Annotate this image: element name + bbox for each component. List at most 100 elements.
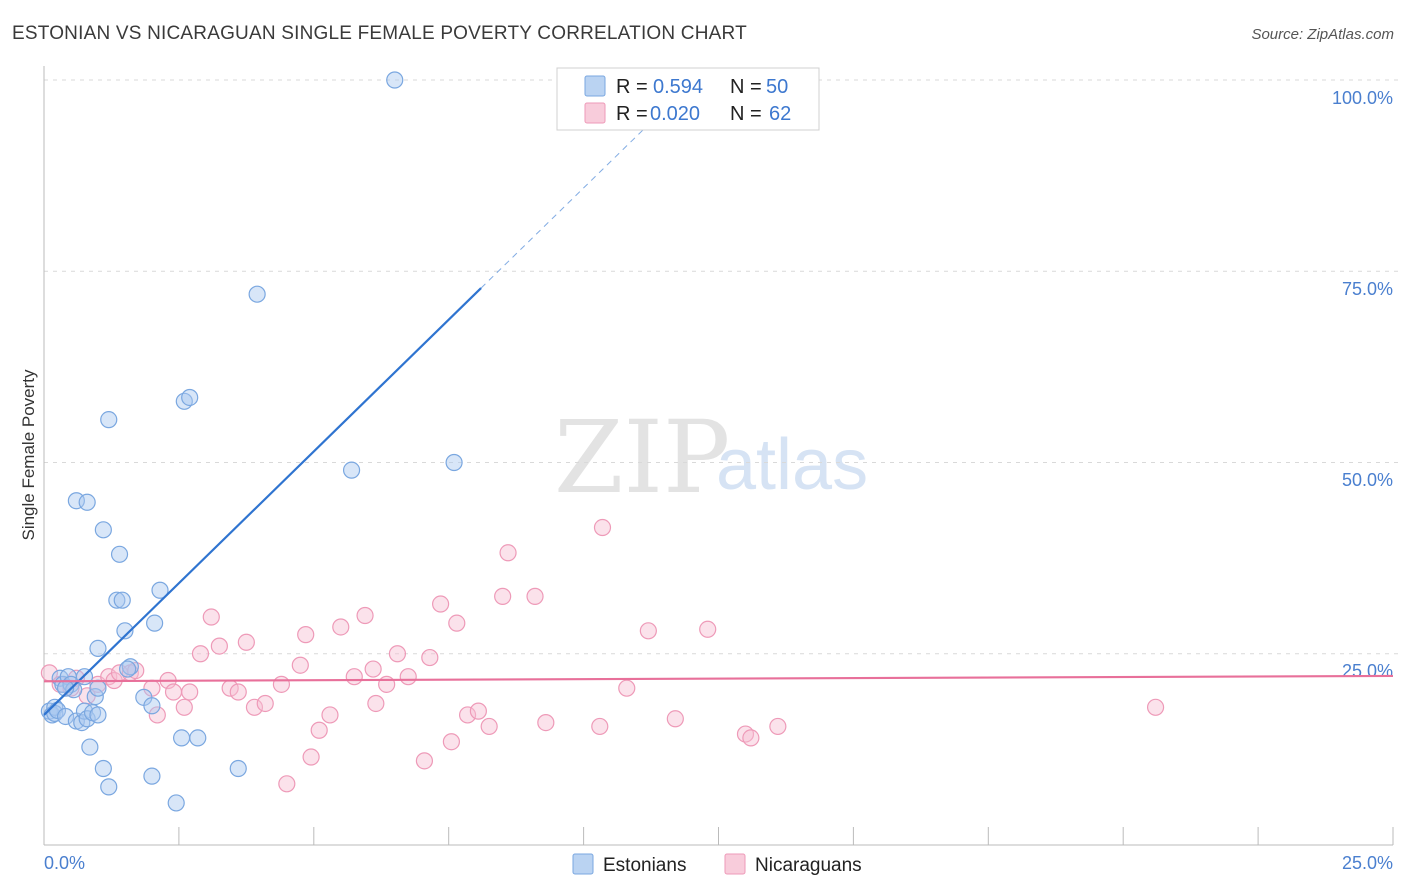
nicaraguan-point-36 — [367, 694, 385, 713]
nicaraguan-point-29 — [302, 748, 320, 766]
nicaraguan-point-54 — [618, 679, 636, 697]
estonians-r-label: R = — [616, 76, 648, 98]
y-tick-labels: 25.0% 50.0% 75.0% 100.0% — [1332, 88, 1393, 681]
estonian-point-23 — [94, 521, 112, 539]
x-tick-label-min: 0.0% — [44, 853, 85, 873]
nicaraguan-point-49 — [494, 587, 512, 605]
estonian-point-44 — [386, 71, 404, 89]
estonian-point-24 — [110, 545, 129, 563]
estonian-point-7 — [56, 707, 75, 726]
nicaraguan-point-18 — [202, 608, 220, 626]
estonian-point-40 — [189, 729, 207, 747]
y-axis-label: Single Female Poverty — [19, 369, 38, 541]
nicaraguan-point-15 — [175, 698, 193, 716]
estonian-point-39 — [181, 388, 199, 407]
estonian-point-26 — [108, 591, 126, 609]
estonian-point-25 — [116, 622, 134, 640]
estonian-point-42 — [248, 285, 266, 303]
nicaraguan-point-26 — [278, 775, 296, 793]
nicaraguan-point-42 — [432, 595, 450, 613]
nicaraguan-point-14 — [164, 683, 183, 701]
nicaraguan-point-19 — [210, 637, 228, 655]
nicaraguan-point-61 — [1146, 698, 1165, 716]
estonian-point-20 — [94, 759, 112, 778]
estonians-points — [40, 71, 463, 812]
estonian-point-28 — [67, 492, 85, 510]
nicaraguan-point-43 — [442, 733, 460, 751]
nicaraguan-point-30 — [310, 721, 328, 739]
y-tick-label-100: 100.0% — [1332, 88, 1393, 108]
nicaraguans-series-label: Nicaraguans — [755, 855, 862, 876]
estonian-point-41 — [229, 759, 247, 778]
estonian-point-15 — [81, 738, 99, 756]
y-tick-label-25: 25.0% — [1342, 661, 1393, 681]
nicaraguan-point-57 — [699, 620, 717, 638]
nicaraguan-point-46 — [469, 702, 487, 720]
estonians-trend-extension — [480, 108, 665, 289]
nicaraguan-point-39 — [399, 668, 417, 686]
estonian-point-32 — [143, 697, 161, 715]
nicaraguans-trend-line — [43, 674, 1394, 683]
watermark-atlas: atlas — [716, 425, 868, 505]
nicaraguans-n-value: 62 — [769, 103, 791, 125]
nicaraguan-point-34 — [356, 606, 374, 625]
y-tick-label-50: 50.0% — [1342, 470, 1393, 490]
nicaraguan-point-32 — [332, 618, 350, 636]
estonians-legend-swatch — [584, 75, 606, 97]
nicaraguan-point-17 — [191, 645, 210, 663]
gridlines — [44, 79, 1401, 655]
x-tick-label-max: 25.0% — [1342, 853, 1393, 873]
nicaraguan-point-27 — [291, 656, 309, 674]
nicaraguan-point-48 — [499, 544, 517, 562]
nicaraguan-point-59 — [742, 729, 760, 747]
nicaraguans-points — [40, 518, 1165, 793]
series-legend: Estonians Nicaraguans — [572, 853, 862, 876]
nicaraguan-point-23 — [245, 698, 264, 716]
nicaraguan-point-47 — [480, 717, 498, 736]
estonians-series-swatch — [572, 853, 594, 875]
estonians-series-label: Estonians — [603, 855, 686, 876]
trend-lines — [43, 108, 1394, 716]
estonian-point-18 — [89, 679, 107, 697]
nicaraguan-point-37 — [378, 675, 396, 693]
estonian-point-29 — [78, 493, 96, 511]
nicaraguan-point-44 — [448, 614, 466, 632]
nicaraguan-point-28 — [297, 626, 315, 644]
estonian-point-19 — [89, 639, 107, 657]
nicaraguan-point-41 — [421, 648, 439, 667]
estonians-trend-line — [43, 287, 482, 716]
x-axis-ticks — [178, 827, 1394, 845]
nicaraguan-point-60 — [769, 717, 787, 736]
estonian-point-21 — [100, 778, 118, 796]
nicaraguan-point-51 — [537, 713, 555, 732]
estonian-point-46 — [119, 660, 137, 678]
estonian-point-43 — [342, 461, 361, 479]
nicaraguans-series-swatch — [724, 853, 746, 875]
nicaraguan-point-22 — [237, 633, 255, 651]
estonian-point-37 — [172, 729, 191, 747]
estonian-point-33 — [143, 767, 161, 785]
estonian-point-34 — [146, 614, 164, 632]
estonian-point-22 — [100, 411, 118, 429]
nicaraguan-point-16 — [181, 683, 199, 701]
nicaraguan-point-56 — [666, 710, 684, 728]
nicaraguans-r-label: R = — [616, 103, 648, 125]
chart-title: ESTONIAN VS NICARAGUAN SINGLE FEMALE POV… — [12, 23, 747, 44]
nicaraguans-n-label: N = — [730, 103, 762, 125]
nicaraguan-point-50 — [526, 587, 544, 605]
nicaraguans-legend-swatch — [584, 102, 606, 124]
nicaraguan-point-31 — [321, 706, 339, 724]
nicaraguan-point-35 — [364, 660, 382, 678]
nicaraguan-point-55 — [639, 622, 657, 640]
estonians-n-label: N = — [730, 76, 762, 98]
estonian-point-30 — [121, 658, 139, 676]
y-tick-label-75: 75.0% — [1342, 279, 1393, 299]
estonians-r-value: 0.594 — [653, 76, 703, 98]
nicaraguan-point-21 — [229, 683, 247, 701]
estonian-point-27 — [113, 591, 131, 609]
nicaraguans-r-value: 0.020 — [650, 103, 700, 125]
nicaraguan-point-53 — [593, 518, 612, 537]
estonian-point-49 — [89, 706, 107, 724]
estonian-point-36 — [167, 794, 185, 812]
